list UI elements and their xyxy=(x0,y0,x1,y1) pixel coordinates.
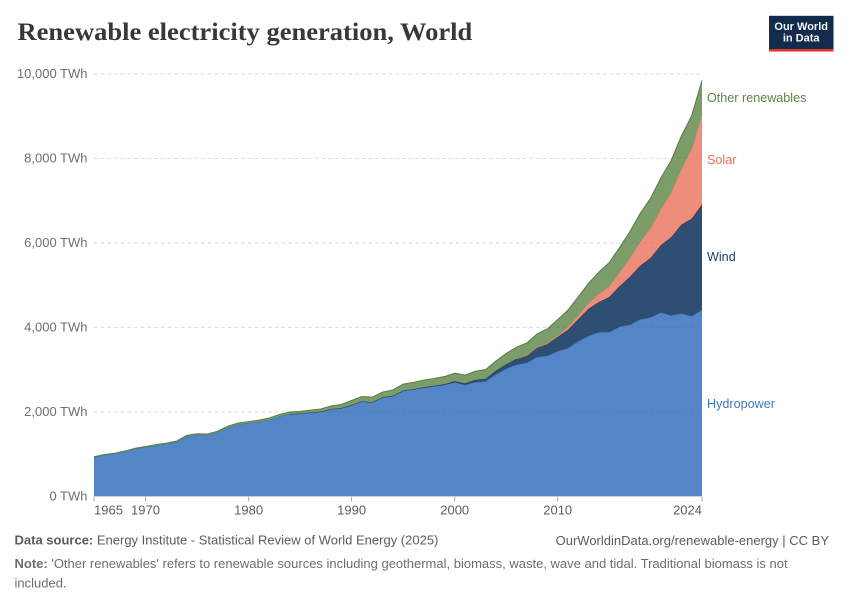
svg-text:Other renewables: Other renewables xyxy=(707,91,806,105)
svg-text:0 TWh: 0 TWh xyxy=(49,489,87,504)
svg-text:Solar: Solar xyxy=(707,153,736,167)
svg-text:included.: included. xyxy=(15,576,67,591)
svg-text:Our World: Our World xyxy=(774,21,828,33)
svg-text:2,000 TWh: 2,000 TWh xyxy=(24,404,87,419)
svg-text:2010: 2010 xyxy=(543,503,572,518)
svg-text:1980: 1980 xyxy=(234,503,263,518)
svg-text:2024: 2024 xyxy=(673,503,702,518)
svg-text:1990: 1990 xyxy=(337,503,366,518)
svg-text:Data source: Energy Institute: Data source: Energy Institute - Statisti… xyxy=(15,533,439,548)
svg-text:in Data: in Data xyxy=(783,32,821,44)
svg-text:OurWorldinData.org/renewable-e: OurWorldinData.org/renewable-energy | CC… xyxy=(556,533,830,548)
svg-text:8,000 TWh: 8,000 TWh xyxy=(24,151,87,166)
svg-text:10,000 TWh: 10,000 TWh xyxy=(17,66,88,81)
svg-text:Hydropower: Hydropower xyxy=(707,397,775,411)
svg-text:4,000 TWh: 4,000 TWh xyxy=(24,320,87,335)
svg-text:6,000 TWh: 6,000 TWh xyxy=(24,235,87,250)
svg-text:1970: 1970 xyxy=(131,503,160,518)
svg-text:Renewable electricity generati: Renewable electricity generation, World xyxy=(18,18,473,47)
svg-text:Note: 'Other renewables' refer: Note: 'Other renewables' refers to renew… xyxy=(15,556,788,571)
svg-text:Wind: Wind xyxy=(707,250,736,264)
svg-text:1965: 1965 xyxy=(94,503,123,518)
svg-text:2000: 2000 xyxy=(440,503,469,518)
